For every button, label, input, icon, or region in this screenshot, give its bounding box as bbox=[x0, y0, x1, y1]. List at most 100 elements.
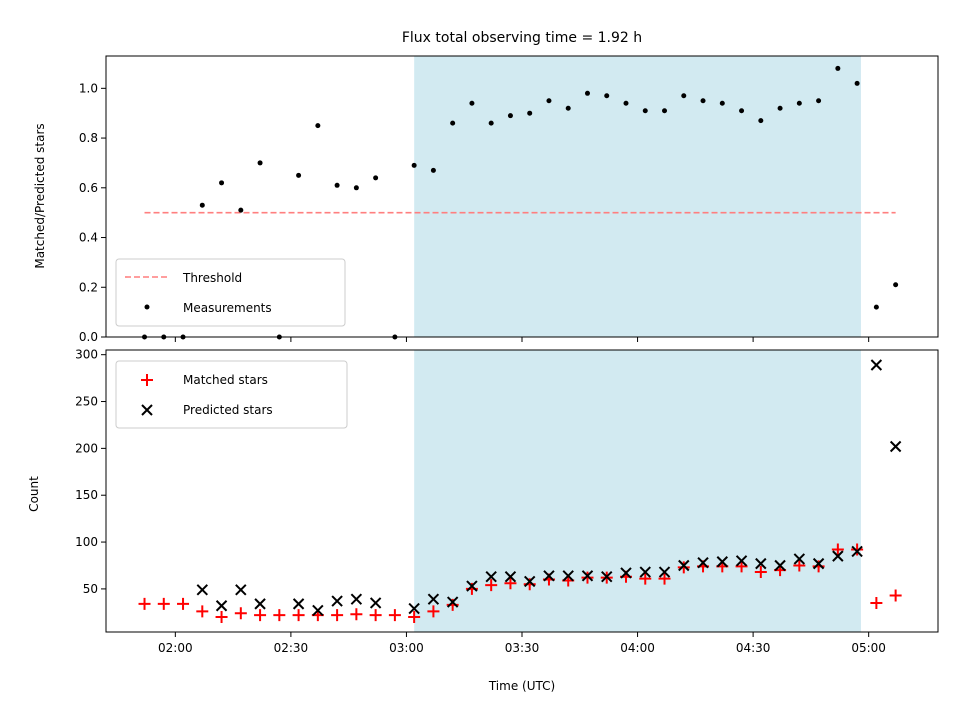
measurement-point bbox=[353, 185, 359, 191]
measurement-point bbox=[719, 100, 725, 106]
measurement-point bbox=[777, 105, 783, 111]
measurement-point bbox=[257, 160, 263, 166]
predicted-star-point bbox=[543, 570, 555, 582]
ratio-y-tick-label: 0.0 bbox=[79, 330, 98, 344]
predicted-star-point bbox=[639, 566, 651, 578]
measurement-point bbox=[623, 100, 629, 106]
predicted-star-point bbox=[466, 580, 478, 592]
x-axis-label: Time (UTC) bbox=[488, 679, 555, 693]
measurement-point bbox=[199, 202, 205, 208]
measurement-point bbox=[507, 113, 513, 119]
predicted-star-point bbox=[774, 559, 786, 572]
matched-star-point bbox=[292, 609, 305, 622]
measurement-point bbox=[296, 172, 302, 178]
x-tick-label: 05:00 bbox=[851, 641, 886, 655]
predicted-star-point bbox=[716, 556, 729, 568]
matched-star-point bbox=[408, 611, 421, 624]
matched-star-point bbox=[754, 566, 767, 579]
x-tick-label: 02:30 bbox=[274, 641, 309, 655]
measurement-point bbox=[488, 120, 494, 126]
matched-star-point bbox=[215, 611, 228, 624]
matched-star-point bbox=[831, 543, 844, 556]
measurement-point bbox=[411, 162, 417, 168]
predicted-star-point bbox=[331, 595, 343, 607]
matched-star-point bbox=[369, 609, 382, 622]
ratio-y-tick-label: 0.8 bbox=[79, 131, 98, 145]
matched-star-point bbox=[504, 577, 517, 590]
predicted-star-point bbox=[581, 570, 594, 582]
predicted-star-point bbox=[427, 593, 440, 605]
legend-threshold-label: Threshold bbox=[182, 271, 242, 285]
matched-star-point bbox=[735, 560, 748, 573]
count-y-tick-label: 300 bbox=[75, 348, 98, 362]
predicted-star-point bbox=[870, 359, 883, 371]
matched-star-point bbox=[388, 609, 401, 622]
measurement-point bbox=[873, 304, 879, 310]
measurement-point bbox=[681, 93, 687, 99]
matched-star-point bbox=[870, 596, 883, 609]
predicted-star-point bbox=[678, 559, 690, 572]
legend-frame bbox=[115, 360, 348, 429]
predicted-star-point bbox=[889, 440, 902, 453]
legend-matched-swatch bbox=[141, 374, 153, 386]
predicted-star-point bbox=[697, 556, 709, 569]
predicted-star-point bbox=[369, 597, 382, 609]
predicted-star-point bbox=[793, 553, 806, 565]
predicted-star-point bbox=[196, 584, 209, 596]
matched-star-point bbox=[639, 572, 652, 585]
predicted-star-point bbox=[601, 571, 613, 583]
measurement-point bbox=[430, 167, 436, 173]
measurement-point bbox=[893, 282, 899, 288]
ratio-y-tick-label: 0.2 bbox=[79, 280, 98, 294]
measurement-point bbox=[469, 100, 475, 106]
predicted-star-point bbox=[620, 567, 632, 579]
chart-title: Flux total observing time = 1.92 h bbox=[402, 30, 642, 46]
count-y-tick-label: 150 bbox=[75, 488, 98, 502]
measurement-point bbox=[700, 98, 706, 104]
predicted-star-point bbox=[446, 596, 459, 608]
matched-star-point bbox=[234, 607, 247, 620]
predicted-star-point bbox=[254, 598, 266, 610]
predicted-star-point bbox=[485, 571, 497, 583]
matched-star-point bbox=[350, 608, 363, 621]
measurement-point bbox=[835, 65, 841, 71]
measurement-point bbox=[373, 175, 379, 181]
matched-star-point bbox=[157, 597, 170, 610]
measurement-point bbox=[642, 108, 648, 114]
x-tick-label: 03:30 bbox=[505, 641, 540, 655]
matched-star-point bbox=[331, 609, 344, 622]
ratio-y-tick-label: 1.0 bbox=[79, 81, 98, 95]
predicted-star-point bbox=[755, 557, 767, 570]
matched-star-point bbox=[851, 543, 864, 556]
predicted-star-point bbox=[408, 602, 420, 615]
predicted-star-point bbox=[350, 593, 363, 605]
predicted-star-point bbox=[312, 604, 324, 617]
measurement-point bbox=[219, 180, 225, 186]
count-y-tick-label: 200 bbox=[75, 441, 98, 455]
count-y-tick-label: 250 bbox=[75, 395, 98, 409]
measurement-point bbox=[816, 98, 822, 104]
matched-star-point bbox=[177, 597, 190, 610]
matched-star-point bbox=[485, 579, 498, 592]
matched-star-point bbox=[138, 597, 151, 610]
measurement-point bbox=[334, 182, 340, 188]
legend-measurements-label: Measurements bbox=[183, 301, 272, 315]
matched-star-point bbox=[427, 605, 440, 618]
legend-measurements-swatch bbox=[144, 304, 150, 310]
measurement-point bbox=[854, 80, 860, 86]
ratio-panel-legend: Threshold Measurements bbox=[115, 258, 346, 327]
ratio-panel-y-axis-label: Matched/Predicted stars bbox=[33, 123, 47, 268]
count-panel-y-axis-label: Count bbox=[27, 476, 41, 512]
measurement-point bbox=[546, 98, 552, 104]
matched-star-point bbox=[581, 571, 594, 584]
count-y-tick-label: 100 bbox=[75, 535, 98, 549]
measurement-point bbox=[662, 108, 668, 114]
predicted-star-point bbox=[735, 555, 748, 567]
measurement-point bbox=[565, 105, 571, 111]
matched-star-point bbox=[889, 589, 902, 602]
legend-matched-label: Matched stars bbox=[183, 373, 268, 387]
legend-frame bbox=[115, 258, 346, 327]
legend-predicted-swatch bbox=[141, 404, 153, 416]
count-y-tick-label: 50 bbox=[83, 582, 98, 596]
